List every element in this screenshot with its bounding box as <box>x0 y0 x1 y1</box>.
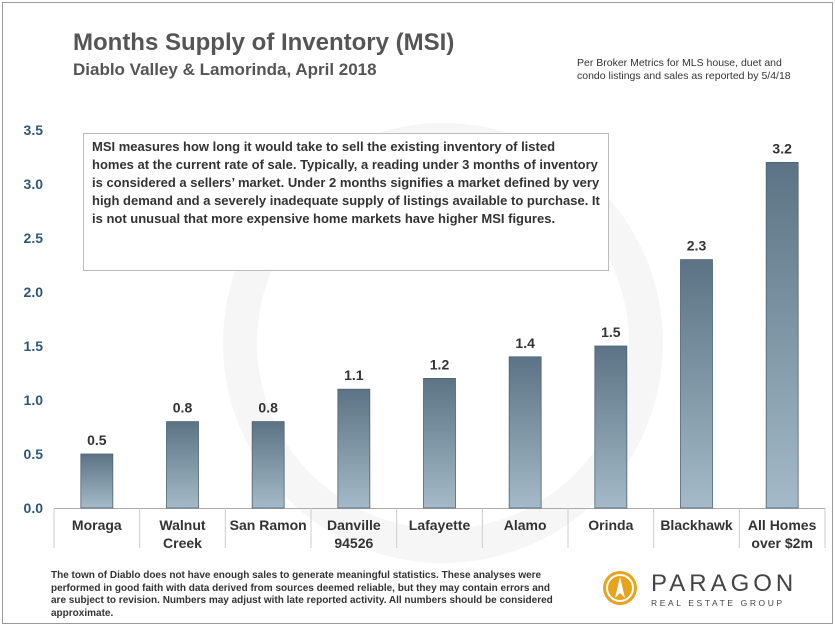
x-category-label-line: Creek <box>163 535 202 551</box>
y-tick-label: 2.0 <box>24 284 44 300</box>
bar <box>423 377 456 509</box>
x-category-label: Lafayette <box>409 517 471 533</box>
plot-area: 0.0 0.5 1.0 1.5 2.0 2.5 3.0 3.5 0.5 Moraga 0.8 Waln… <box>24 122 826 551</box>
logo-tagline: REAL ESTATE GROUP <box>651 598 785 608</box>
bar <box>251 421 285 509</box>
x-category-label-line: Blackhawk <box>660 517 733 533</box>
bar <box>594 345 628 509</box>
x-category-label: Danville 94526 <box>327 517 381 551</box>
bar-value-label: 0.8 <box>173 400 193 416</box>
x-category-label-line: Danville <box>327 517 381 533</box>
bar-value-label: 2.3 <box>687 238 707 254</box>
x-category-label-line: Orinda <box>588 517 633 533</box>
bar <box>508 356 542 509</box>
bar <box>765 161 799 509</box>
y-tick-label: 1.5 <box>24 338 44 354</box>
disclaimer-footer: The town of Diablo does not have enough … <box>51 570 553 619</box>
bar-value-label: 1.5 <box>601 324 621 340</box>
x-category-label-line: All Homes <box>748 517 817 533</box>
source-note: Per Broker Metrics for MLS house, duet a… <box>577 57 791 82</box>
bar-value-label: 0.8 <box>258 400 278 416</box>
x-category-label: Alamo <box>504 517 547 533</box>
y-tick-label: 0.0 <box>24 500 44 516</box>
y-tick-label: 2.5 <box>24 230 44 246</box>
x-category-label-line: San Ramon <box>230 517 307 533</box>
y-tick-label: 3.0 <box>24 176 44 192</box>
bar-value-label: 0.5 <box>87 432 107 448</box>
x-category-label: San Ramon <box>230 517 307 533</box>
x-category-label-line: Lafayette <box>409 517 471 533</box>
paragon-logo: PARAGON REAL ESTATE GROUP <box>603 569 813 613</box>
chart-subtitle: Diablo Valley & Lamorinda, April 2018 <box>73 60 377 79</box>
y-tick-label: 1.0 <box>24 392 44 408</box>
bar-value-label: 1.2 <box>430 356 450 372</box>
bar <box>680 259 713 509</box>
paragon-emblem-icon <box>603 571 637 605</box>
bar-value-label: 1.1 <box>344 367 364 383</box>
bar-value-label: 3.2 <box>772 140 792 156</box>
y-tick-label: 3.5 <box>24 122 44 138</box>
x-category-label-line: Moraga <box>72 517 122 533</box>
bar <box>337 388 371 509</box>
bar-chart: 0.0 0.5 1.0 1.5 2.0 2.5 3.0 3.5 0.5 Moraga 0.8 Waln… <box>24 122 826 551</box>
x-category-label-line: Walnut <box>159 517 205 533</box>
x-category-label: All Homes over $2m <box>748 517 817 551</box>
x-category-label: Walnut Creek <box>159 517 205 551</box>
x-category-label: Blackhawk <box>660 517 733 533</box>
x-category-label: Orinda <box>588 517 633 533</box>
x-category-label-line: 94526 <box>334 535 373 551</box>
x-category-label-line: over $2m <box>751 535 812 551</box>
bar-value-label: 1.4 <box>515 335 535 351</box>
chart-title: Months Supply of Inventory (MSI) <box>73 29 455 56</box>
bar <box>80 453 114 509</box>
x-category-label: Moraga <box>72 517 122 533</box>
msi-explanation-note: MSI measures how long it would take to s… <box>83 133 609 271</box>
x-category-label-line: Alamo <box>504 517 547 533</box>
bar <box>166 421 199 509</box>
y-tick-label: 0.5 <box>24 446 44 462</box>
logo-name: PARAGON <box>651 570 798 597</box>
